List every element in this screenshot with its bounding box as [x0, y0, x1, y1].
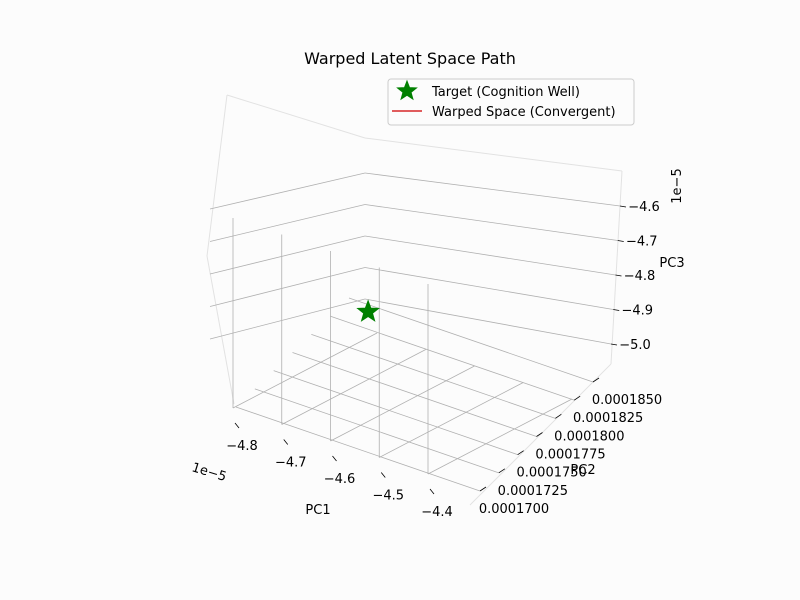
z-gridline-back: [209, 235, 366, 275]
x-gridline-floor: [232, 332, 378, 409]
y-tick-label: 0.0001775: [535, 448, 605, 463]
z-tick: [619, 205, 627, 208]
y-tick: [592, 377, 600, 383]
axis-ticks: [234, 205, 627, 495]
y-tick: [479, 486, 487, 492]
y-gridline: [292, 352, 537, 437]
y-gridline: [235, 406, 481, 492]
x-tick-label: −4.8: [226, 439, 258, 454]
z-tick-label: −4.6: [628, 200, 660, 215]
z-gridline-back: [209, 172, 366, 210]
x-gridline-floor: [281, 349, 426, 425]
legend-star-icon: [396, 79, 418, 101]
z-gridline: [364, 172, 621, 207]
chart-title: Warped Latent Space Path: [304, 49, 516, 68]
y-gridline: [254, 388, 499, 474]
target-star-marker: [356, 299, 380, 322]
x-gridline-floor: [379, 382, 524, 458]
z-tick-label: −4.9: [621, 304, 653, 319]
x-tick: [332, 455, 337, 462]
tick-labels: −4.8 −4.7 −4.6 −4.5 −4.4 0.0001700 0.0001725 0.…: [226, 200, 662, 520]
legend: Target (Cognition Well) Warped Space (Con…: [387, 78, 635, 126]
y-tick: [555, 414, 562, 419]
x-gridline-floor: [427, 398, 573, 475]
z-axis-label: PC3: [659, 256, 684, 271]
z-gridline-back: [209, 298, 366, 340]
x-axis-label: PC1: [305, 503, 330, 518]
y-tick: [517, 450, 524, 455]
gridlines: [209, 172, 621, 492]
z-gridline-back: [209, 267, 366, 307]
y-tick: [573, 395, 581, 401]
z-gridline: [364, 235, 616, 276]
x-tick: [429, 488, 435, 495]
z-tick: [613, 309, 620, 311]
x-tick: [283, 439, 289, 445]
y-tick: [498, 468, 506, 474]
y-tick-label: 0.0001825: [573, 411, 643, 426]
pane-edge-2: [206, 255, 235, 405]
z-tick-label: −4.7: [626, 235, 658, 250]
x-tick: [234, 422, 240, 429]
legend-label: Target (Cognition Well): [431, 85, 580, 100]
x-tick-label: −4.6: [324, 472, 356, 487]
y-gridline: [311, 333, 556, 419]
x-tick-label: −4.4: [421, 505, 453, 520]
z-tick: [610, 343, 618, 346]
y-tick-label: 0.0001800: [554, 429, 624, 444]
pane-edge-0: [206, 94, 228, 257]
z-tick: [617, 240, 624, 242]
pane-edge-5: [364, 137, 623, 172]
x-tick-label: −4.5: [372, 489, 404, 504]
pane-edge-4: [226, 94, 366, 139]
z-axis-offset: 1e−5: [670, 168, 685, 203]
legend-label: Warped Space (Convergent): [432, 105, 616, 120]
x-axis-offset: 1e−5: [190, 460, 228, 485]
z-tick-label: −4.8: [624, 269, 656, 284]
pane-edge-3: [469, 363, 612, 506]
axis-panes: [206, 94, 623, 506]
y-tick-label: 0.0001725: [498, 484, 568, 499]
y-tick-label: 0.0001850: [592, 393, 662, 408]
data-marks: [356, 299, 380, 322]
z-gridline: [364, 267, 614, 310]
y-tick: [536, 432, 543, 437]
y-tick-label: 0.0001700: [479, 502, 549, 517]
x-gridline-floor: [330, 365, 475, 442]
y-tick-label: 0.0001750: [517, 466, 587, 481]
y-gridline: [273, 370, 518, 456]
legend-box: [387, 78, 635, 126]
z-tick-label: −5.0: [619, 338, 651, 353]
z-gridline: [364, 298, 612, 345]
x-tick-label: −4.7: [275, 456, 307, 471]
y-gridline: [348, 297, 594, 383]
x-tick: [380, 472, 386, 478]
z-gridline-back: [209, 204, 366, 242]
y-axis-label: PC2: [570, 463, 595, 478]
z-tick: [615, 274, 622, 277]
z-gridline: [364, 204, 618, 241]
y-gridline: [330, 315, 575, 401]
pane-edge-1: [610, 170, 623, 365]
